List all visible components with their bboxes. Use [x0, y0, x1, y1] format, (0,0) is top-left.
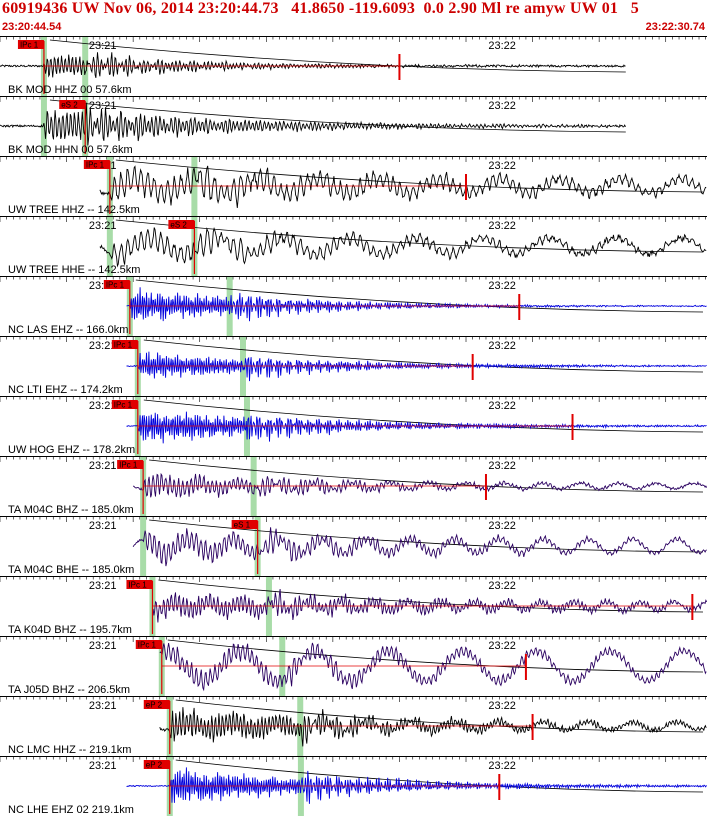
pick-label: IPc 1 — [114, 341, 133, 350]
minute-tick-label: 23:22 — [488, 640, 516, 652]
minute-tick-label: 23:22 — [488, 40, 516, 52]
pick-label: IPc 1 — [106, 281, 125, 290]
minute-tick-label: 23:22 — [488, 100, 516, 112]
minute-tick-label: 23:21 — [89, 700, 117, 712]
trace-panel: 23:21 23:22 IPc 1 TA K04D BHZ -- 195.7km — [0, 577, 707, 637]
moveout-curve — [50, 40, 626, 72]
pick-label: eP 2 — [146, 761, 163, 770]
moveout-curve — [50, 100, 626, 132]
pick-label: IPc 1 — [119, 461, 138, 470]
minute-tick-label: 23:21 — [89, 580, 117, 592]
minute-tick-label: 23:22 — [488, 460, 516, 472]
channel-label: BK MOD HHZ 00 57.6km — [8, 84, 131, 96]
pick-label: IPc 1 — [86, 161, 105, 170]
channel-label: NC LTI EHZ -- 174.2km — [8, 384, 123, 396]
waveform — [133, 527, 707, 566]
waveform — [127, 287, 707, 321]
waveform — [0, 52, 626, 78]
channel-label: UW TREE HHZ -- 142.5km — [8, 204, 140, 216]
trace-panel: 23:21 23:22 IPc 1 TA M04C BHZ -- 185.0km — [0, 457, 707, 517]
trace-panel: 23:21 23:22 eP 2 NC LMC HHZ -- 219.1km — [0, 697, 707, 757]
channel-label: NC LMC HHZ -- 219.1km — [8, 744, 131, 756]
trace-panel: 23:21 23:22 IPc 1 BK MOD HHZ 00 57.6km — [0, 37, 707, 97]
trace-panel: 23:21 23:22 eS 1 TA M04C BHE -- 185.0km — [0, 517, 707, 577]
minute-tick-label: 23:21 — [89, 220, 117, 232]
channel-label: UW TREE HHE -- 142.5km — [8, 264, 140, 276]
event-title: 60919436 UW Nov 06, 2014 23:20:44.73 41.… — [2, 0, 639, 18]
s-phase-band — [279, 637, 285, 696]
channel-label: BK MOD HHN 00 57.6km — [8, 144, 133, 156]
minute-tick-label: 23:21 — [89, 460, 117, 472]
moveout-curve — [116, 160, 703, 192]
minute-tick-label: 23:22 — [488, 160, 516, 172]
pick-label: eS 2 — [61, 101, 78, 110]
moveout-curve — [116, 220, 703, 252]
channel-label: TA M04C BHZ -- 185.0km — [8, 504, 134, 516]
channel-label: NC LHE EHZ 02 219.1km — [8, 804, 134, 816]
waveform — [100, 228, 706, 266]
trace-panel: 23:21 23:22IPc 1NC LTI EHZ -- 174.2km — [0, 337, 707, 397]
channel-label: TA K04D BHZ -- 195.7km — [8, 624, 132, 636]
trace-panel: 23:21 23:22 eP 2 NC LHE EHZ 02 219.1km — [0, 757, 707, 817]
waveform — [127, 412, 707, 444]
channel-label: TA J05D BHZ -- 206.5km — [8, 684, 130, 696]
pick-label: IPc 1 — [114, 401, 133, 410]
pick-label: IPc 1 — [138, 641, 157, 650]
channel-label: NC LAS EHZ -- 166.0km — [8, 324, 128, 336]
seismogram-panel: 23:21 23:22 IPc 1 BK MOD HHZ 00 57.6km 23:21… — [0, 36, 707, 818]
channel-label: UW HOG EHZ -- 178.2km — [8, 444, 135, 456]
window-start-time: 23:20:44.54 — [2, 21, 61, 33]
trace-panel: 23:21 23:22 eS 2 UW TREE HHE -- 142.5km — [0, 217, 707, 277]
minute-tick-label: 23:21 — [89, 760, 117, 772]
minute-tick-label: 23:22 — [488, 760, 516, 772]
event-header: 60919436 UW Nov 06, 2014 23:20:44.73 41.… — [0, 0, 707, 36]
pick-label: eS 2 — [170, 221, 187, 230]
minute-tick-label: 23:22 — [488, 400, 516, 412]
pick-label: eS 1 — [234, 521, 251, 530]
minute-tick-label: 23:22 — [488, 580, 516, 592]
minute-tick-label: 23:22 — [488, 520, 516, 532]
trace-panel: 23:21 23:22 eS 2 BK MOD HHN 00 57.6km — [0, 97, 707, 157]
p-phase-band — [140, 517, 146, 576]
minute-tick-label: 23:22 — [488, 340, 516, 352]
waveform — [100, 166, 706, 208]
trace-panel: 23:21 23:22 IPc 1 TA J05D BHZ -- 206.5km — [0, 637, 707, 697]
channel-label: TA M04C BHE -- 185.0km — [8, 564, 134, 576]
minute-tick-label: 23:22 — [488, 220, 516, 232]
pick-label: eP 2 — [146, 701, 163, 710]
minute-tick-label: 23:22 — [488, 700, 516, 712]
window-end-time: 23:22:30.74 — [646, 21, 705, 33]
moveout-curve — [176, 700, 703, 732]
minute-tick-label: 23:21 — [89, 520, 117, 532]
pick-label: IPc 1 — [128, 581, 147, 590]
minute-tick-label: 23:22 — [488, 280, 516, 292]
trace-panel: 23:21 23:22 IPc 1 UW HOG EHZ -- 178.2km — [0, 397, 707, 457]
pick-label: IPc 1 — [20, 41, 39, 50]
minute-tick-label: 23:21 — [89, 640, 117, 652]
waveform — [160, 707, 706, 746]
